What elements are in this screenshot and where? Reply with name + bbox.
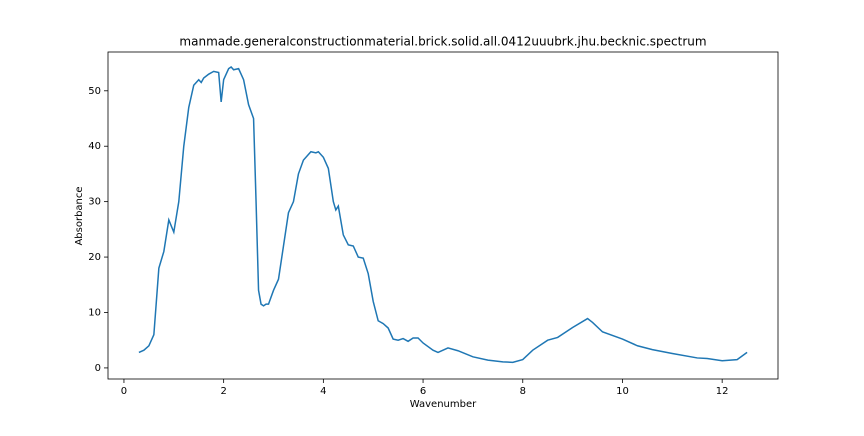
plot-frame <box>107 51 779 380</box>
chart-title: manmade.generalconstructionmaterial.bric… <box>179 35 706 49</box>
y-tick-label: 10 <box>88 307 101 318</box>
x-tick-label: 8 <box>520 386 526 397</box>
y-tick-label: 30 <box>88 197 101 208</box>
y-tick-label: 40 <box>88 141 101 152</box>
x-tick-label: 0 <box>121 386 127 397</box>
x-tick-label: 4 <box>320 386 326 397</box>
y-tick-label: 20 <box>88 252 101 263</box>
y-axis-label: Absorbance <box>74 186 85 245</box>
x-tick-label: 10 <box>616 386 629 397</box>
spectrum-line <box>138 65 748 364</box>
x-tick-label: 2 <box>220 386 226 397</box>
y-tick-label: 0 <box>95 363 101 374</box>
x-axis-label: Wavenumber <box>410 399 477 410</box>
x-tick-label: 6 <box>420 386 426 397</box>
x-tick-label: 12 <box>716 386 729 397</box>
y-tick-label: 50 <box>88 86 101 97</box>
